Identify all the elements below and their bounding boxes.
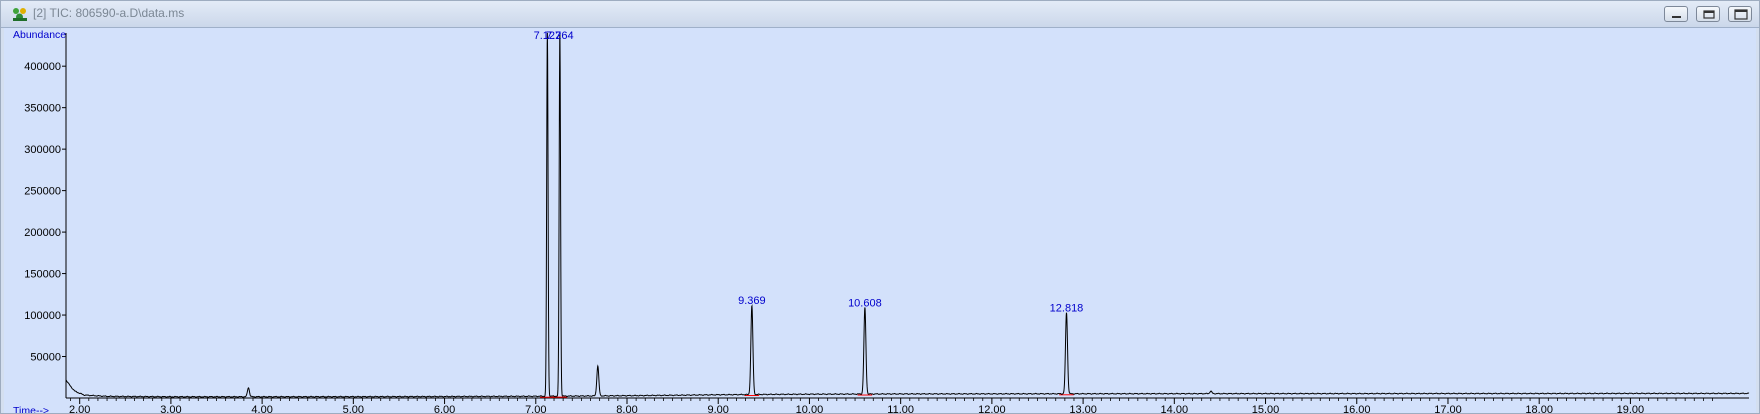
y-tick-label: 50000: [30, 352, 61, 364]
x-tick-label: 7.00: [525, 404, 546, 413]
restore-icon: [1703, 10, 1715, 19]
peak-label: 10.608: [848, 298, 882, 310]
peak-label: 9.369: [738, 295, 766, 307]
y-tick-label: 100000: [24, 310, 61, 322]
x-tick-label: 15.00: [1252, 404, 1280, 413]
x-tick-label: 12.00: [978, 404, 1006, 413]
peak-label: 7.127: [534, 30, 562, 42]
x-tick-label: 4.00: [251, 404, 272, 413]
y-tick-label: 350000: [24, 103, 61, 115]
minimize-button[interactable]: [1664, 6, 1688, 22]
title-bar[interactable]: [2] TIC: 806590-a.D\data.ms: [1, 1, 1759, 28]
y-tick-label: 200000: [24, 227, 61, 239]
chromatogram-app-icon: [13, 8, 27, 21]
x-tick-label: 16.00: [1343, 404, 1371, 413]
x-tick-label: 11.00: [887, 404, 914, 413]
x-tick-label: 19.00: [1617, 404, 1645, 413]
plot-background: [4, 28, 1756, 413]
x-tick-label: 3.00: [160, 404, 181, 413]
close-button[interactable]: [1728, 6, 1752, 22]
close-icon: [1734, 9, 1748, 20]
x-tick-label: 17.00: [1434, 404, 1462, 413]
y-tick-label: 300000: [24, 144, 61, 156]
x-axis-title: Time-->: [13, 405, 49, 413]
x-tick-label: 2.00: [69, 404, 90, 413]
x-tick-label: 5.00: [343, 404, 364, 413]
x-tick-label: 8.00: [616, 404, 637, 413]
y-tick-label: 250000: [24, 186, 61, 198]
window-title: [2] TIC: 806590-a.D\data.ms: [33, 6, 185, 20]
restore-button[interactable]: [1696, 6, 1720, 22]
peak-label: 12.818: [1050, 303, 1084, 315]
y-tick-label: 150000: [24, 269, 61, 281]
peak-label: 7.264: [546, 30, 574, 42]
x-tick-label: 6.00: [434, 404, 455, 413]
x-tick-label: 13.00: [1069, 404, 1097, 413]
x-tick-label: 10.00: [796, 404, 824, 413]
x-tick-label: 9.00: [708, 404, 729, 413]
tic-trace-line[interactable]: [65, 32, 1750, 398]
y-axis-title: Abundance: [13, 29, 66, 41]
x-tick-label: 18.00: [1525, 404, 1553, 413]
plot-area[interactable]: Abundance Time--> 2.00 3.00 4.00 5.00 6.00 7.…: [4, 28, 1756, 413]
minimize-icon: [1672, 16, 1681, 18]
x-tick-label: 14.00: [1161, 404, 1189, 413]
chromatogram-chart[interactable]: Abundance Time--> 2.00 3.00 4.00 5.00 6.00 7.…: [4, 28, 1756, 413]
y-tick-label: 400000: [24, 61, 61, 73]
